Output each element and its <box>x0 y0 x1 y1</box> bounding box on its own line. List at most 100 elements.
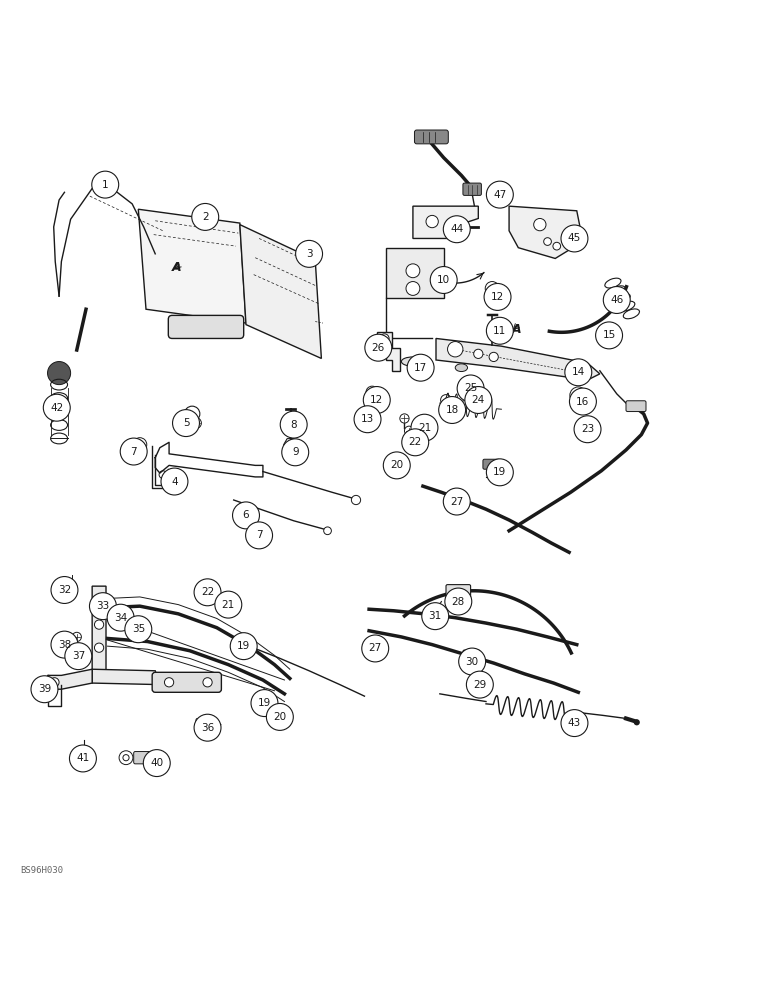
Circle shape <box>351 495 361 505</box>
FancyBboxPatch shape <box>152 672 222 692</box>
Circle shape <box>384 452 410 479</box>
Circle shape <box>323 527 331 535</box>
Circle shape <box>406 282 420 295</box>
Circle shape <box>194 579 221 606</box>
Polygon shape <box>436 338 600 380</box>
Text: 33: 33 <box>96 601 110 611</box>
Circle shape <box>280 411 307 438</box>
Circle shape <box>387 456 398 467</box>
Circle shape <box>484 283 511 310</box>
Circle shape <box>533 218 546 231</box>
Circle shape <box>489 352 498 362</box>
Circle shape <box>400 414 409 423</box>
Circle shape <box>561 710 588 737</box>
Circle shape <box>445 588 472 615</box>
Circle shape <box>459 648 486 675</box>
FancyBboxPatch shape <box>446 585 471 598</box>
Text: 43: 43 <box>568 718 581 728</box>
FancyBboxPatch shape <box>626 401 646 412</box>
Circle shape <box>161 468 188 495</box>
Polygon shape <box>48 669 92 689</box>
Text: 8: 8 <box>290 420 297 430</box>
Circle shape <box>50 678 59 687</box>
Circle shape <box>362 635 388 662</box>
Circle shape <box>354 406 381 433</box>
FancyBboxPatch shape <box>168 315 244 338</box>
Circle shape <box>441 395 452 405</box>
Circle shape <box>543 238 551 245</box>
Text: 16: 16 <box>576 397 590 407</box>
Text: 32: 32 <box>58 585 71 595</box>
Circle shape <box>215 591 242 618</box>
Text: 24: 24 <box>472 395 485 405</box>
Text: 18: 18 <box>445 405 459 415</box>
Circle shape <box>365 334 391 361</box>
FancyBboxPatch shape <box>256 694 271 703</box>
Text: 34: 34 <box>114 613 127 623</box>
Circle shape <box>364 387 390 413</box>
Polygon shape <box>138 209 246 323</box>
Text: 3: 3 <box>306 249 313 259</box>
Circle shape <box>43 394 70 421</box>
Text: 28: 28 <box>452 597 465 607</box>
Circle shape <box>185 406 200 422</box>
Text: 37: 37 <box>72 651 85 661</box>
Circle shape <box>438 397 466 423</box>
Circle shape <box>448 342 463 357</box>
Polygon shape <box>386 348 400 371</box>
Circle shape <box>203 586 212 595</box>
Circle shape <box>570 387 587 404</box>
Text: 22: 22 <box>408 437 422 447</box>
Circle shape <box>271 708 279 717</box>
Text: 19: 19 <box>237 641 250 651</box>
Circle shape <box>194 714 221 741</box>
Text: 26: 26 <box>371 343 385 353</box>
FancyBboxPatch shape <box>235 640 251 649</box>
Circle shape <box>119 751 133 765</box>
Circle shape <box>94 643 103 652</box>
Circle shape <box>65 643 92 670</box>
Text: 7: 7 <box>130 447 137 457</box>
Circle shape <box>223 597 232 606</box>
Text: 13: 13 <box>361 414 374 424</box>
Circle shape <box>72 632 81 642</box>
Text: 15: 15 <box>602 330 616 340</box>
Text: 10: 10 <box>437 275 450 285</box>
Circle shape <box>203 678 212 687</box>
Circle shape <box>230 633 257 660</box>
Circle shape <box>430 267 457 293</box>
Text: 19: 19 <box>258 698 271 708</box>
Text: 5: 5 <box>183 418 189 428</box>
Circle shape <box>78 747 89 758</box>
FancyBboxPatch shape <box>483 459 499 469</box>
Text: 20: 20 <box>273 712 286 722</box>
Circle shape <box>69 745 96 772</box>
Circle shape <box>405 426 414 435</box>
Circle shape <box>574 416 601 443</box>
Circle shape <box>422 603 449 630</box>
Circle shape <box>125 616 152 643</box>
Text: 31: 31 <box>428 611 442 621</box>
Circle shape <box>94 597 103 606</box>
Circle shape <box>407 354 434 381</box>
Text: BS96H030: BS96H030 <box>21 866 63 875</box>
Circle shape <box>92 171 119 198</box>
Circle shape <box>245 522 273 549</box>
Text: 39: 39 <box>38 684 51 694</box>
Text: 23: 23 <box>581 424 594 434</box>
Text: A: A <box>512 323 522 336</box>
Circle shape <box>232 502 259 529</box>
Circle shape <box>380 334 389 343</box>
Circle shape <box>107 604 134 631</box>
Circle shape <box>411 414 438 441</box>
Circle shape <box>133 438 147 452</box>
Ellipse shape <box>455 364 468 372</box>
Circle shape <box>570 388 597 415</box>
Text: 25: 25 <box>464 383 477 393</box>
Text: 46: 46 <box>610 295 624 305</box>
Circle shape <box>561 225 588 252</box>
Text: 41: 41 <box>76 753 90 763</box>
Circle shape <box>48 362 70 385</box>
Polygon shape <box>240 225 321 358</box>
Text: 19: 19 <box>493 467 506 477</box>
